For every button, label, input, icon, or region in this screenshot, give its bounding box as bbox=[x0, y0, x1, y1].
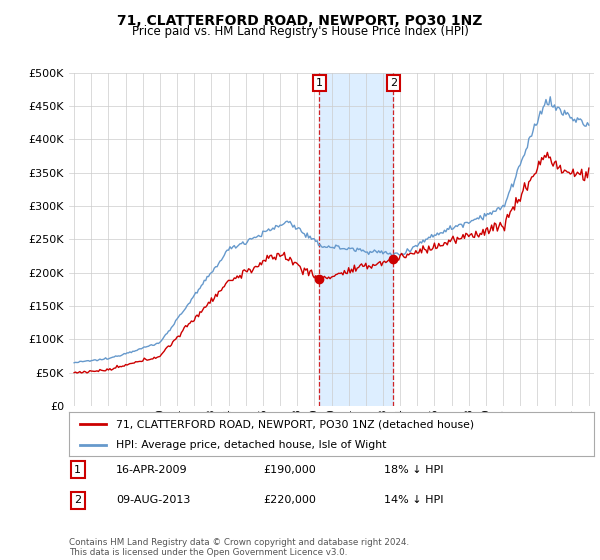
Text: 2: 2 bbox=[390, 78, 397, 88]
Text: 71, CLATTERFORD ROAD, NEWPORT, PO30 1NZ (detached house): 71, CLATTERFORD ROAD, NEWPORT, PO30 1NZ … bbox=[116, 419, 475, 429]
Text: 09-AUG-2013: 09-AUG-2013 bbox=[116, 496, 191, 505]
Text: HPI: Average price, detached house, Isle of Wight: HPI: Average price, detached house, Isle… bbox=[116, 440, 386, 450]
Text: Price paid vs. HM Land Registry's House Price Index (HPI): Price paid vs. HM Land Registry's House … bbox=[131, 25, 469, 38]
Text: 71, CLATTERFORD ROAD, NEWPORT, PO30 1NZ: 71, CLATTERFORD ROAD, NEWPORT, PO30 1NZ bbox=[118, 14, 482, 28]
Text: 2: 2 bbox=[74, 496, 82, 505]
Text: Contains HM Land Registry data © Crown copyright and database right 2024.
This d: Contains HM Land Registry data © Crown c… bbox=[69, 538, 409, 557]
Bar bbox=[319, 73, 393, 406]
Text: 16-APR-2009: 16-APR-2009 bbox=[116, 465, 188, 474]
Text: 1: 1 bbox=[316, 78, 323, 88]
Text: £220,000: £220,000 bbox=[263, 496, 316, 505]
Text: 18% ↓ HPI: 18% ↓ HPI bbox=[384, 465, 443, 474]
Text: £190,000: £190,000 bbox=[263, 465, 316, 474]
Text: 14% ↓ HPI: 14% ↓ HPI bbox=[384, 496, 443, 505]
Text: 1: 1 bbox=[74, 465, 81, 474]
